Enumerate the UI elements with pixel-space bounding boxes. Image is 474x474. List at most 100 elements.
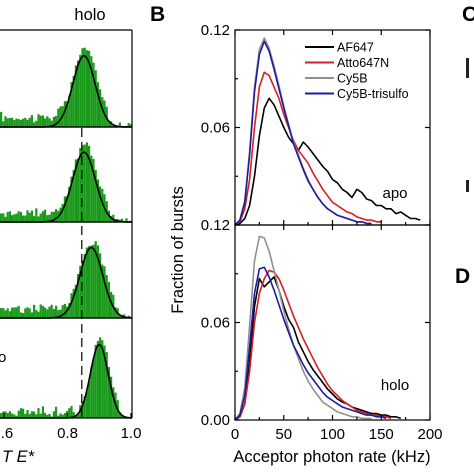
- histogram-bar: [30, 210, 33, 222]
- histogram-bar: [44, 307, 47, 318]
- histogram-bar: [39, 413, 42, 418]
- histogram-bar: [4, 310, 7, 318]
- histogram-bar: [101, 188, 104, 222]
- y-tick-label-holo: 0.06: [201, 315, 230, 332]
- histogram-bar: [46, 215, 49, 222]
- histogram-bar: [125, 218, 128, 222]
- panel-a-x-axis-label: T E*: [2, 448, 35, 466]
- x-tick-label: 100: [320, 426, 345, 443]
- histogram-bar: [70, 293, 73, 318]
- histogram-bar: [26, 210, 29, 222]
- histogram-bar: [127, 315, 130, 318]
- histogram-bar: [110, 216, 113, 222]
- histogram-bar: [88, 145, 91, 222]
- histogram-bar: [68, 186, 71, 222]
- histogram-bar: [101, 340, 104, 418]
- histogram-bar: [28, 212, 31, 222]
- histogram-bar: [74, 284, 77, 318]
- histogram-bar: [94, 241, 97, 318]
- histogram-bar: [85, 390, 88, 418]
- histogram-bar: [52, 116, 55, 127]
- histogram-bar: [94, 344, 97, 418]
- histogram-bar: [50, 304, 53, 318]
- histogram-bar: [77, 273, 80, 318]
- histogram-bar: [63, 303, 66, 318]
- panel-a-subplots: [0, 29, 133, 419]
- histogram-bar: [70, 82, 73, 127]
- histogram-bar: [39, 213, 42, 222]
- histogram-bar: [57, 108, 60, 127]
- histogram-bar: [46, 309, 49, 318]
- histogram-bar: [11, 215, 14, 222]
- histogram-bar: [59, 309, 62, 318]
- y-tick-label-apo: 0.12: [201, 22, 230, 39]
- histogram-bar: [11, 307, 14, 318]
- histogram-bar: [0, 308, 3, 318]
- histogram-bar: [35, 310, 38, 318]
- series-line-holo-atto647n: [234, 269, 392, 421]
- x-tick-label: 50: [275, 426, 292, 443]
- chart-holo: 0.12 0.06 0.000 50 100 150 200 holo: [201, 217, 443, 443]
- annotation-apo: apo: [382, 185, 407, 202]
- histogram-bar: [26, 307, 29, 318]
- annotation-holo: holo: [381, 377, 409, 394]
- panel-a-partial-label: o: [0, 349, 6, 366]
- histogram-bar: [88, 50, 91, 127]
- histogram-bar: [92, 244, 95, 318]
- histogram-bar: [96, 340, 99, 418]
- histogram-bar: [37, 408, 40, 418]
- histogram-bar: [114, 307, 117, 318]
- histogram-bar: [55, 406, 58, 418]
- histogram-bar: [94, 170, 97, 222]
- histogram-bar: [63, 413, 66, 418]
- histogram-bar: [26, 410, 29, 418]
- histogram-bar: [22, 313, 25, 318]
- series-line-apo-atto647n: [234, 71, 382, 226]
- panel-a-histograms: holo .6 0.8 1.0 T E* o: [0, 6, 141, 466]
- series-line-holo-cy5b: [234, 235, 372, 421]
- legend-label: AF647: [337, 41, 374, 55]
- histogram-bar: [57, 415, 60, 418]
- histogram-bar: [35, 414, 38, 418]
- histogram-bar: [48, 413, 51, 418]
- histogram-bar: [52, 308, 55, 318]
- histogram-bar: [88, 381, 91, 418]
- histogram-bar: [48, 214, 51, 222]
- histogram-bar: [63, 196, 66, 222]
- legend-label: Cy5B: [337, 72, 368, 86]
- histogram-bar: [6, 308, 9, 318]
- x-tick-label: 150: [369, 426, 394, 443]
- histogram-bar: [39, 304, 42, 318]
- histogram-bar: [30, 312, 33, 318]
- histogram-bar: [0, 111, 3, 127]
- legend-label: Cy5B-trisulfo: [337, 87, 409, 101]
- series-line-apo-cy5b-trisulfo: [234, 40, 372, 226]
- legend-label: Atto647N: [337, 56, 389, 70]
- histogram-bar: [37, 311, 40, 318]
- histogram-bar: [19, 212, 22, 222]
- x-tick-label: 0: [231, 426, 239, 443]
- histogram-bar: [28, 308, 31, 318]
- histogram-bar: [13, 307, 16, 318]
- histogram-bar: [118, 314, 121, 318]
- histogram-bar: [33, 122, 36, 127]
- histogram-bar: [68, 408, 71, 418]
- histogram-bar: [61, 203, 64, 222]
- histogram-bar: [13, 214, 16, 222]
- histogram-bar: [55, 305, 58, 318]
- histogram-bar: [13, 119, 16, 127]
- histogram-bar: [92, 358, 95, 418]
- histogram-bar: [35, 208, 38, 222]
- histogram-bar: [44, 209, 47, 222]
- histogram-bar: [92, 62, 95, 128]
- histogram-bar: [2, 411, 5, 418]
- histogram-bar: [57, 310, 60, 318]
- histogram-bar: [81, 260, 84, 318]
- panel-a-x-tick-label: 0.8: [57, 425, 78, 442]
- histogram-bar: [2, 307, 5, 318]
- histogram-bar: [41, 406, 44, 418]
- histogram-bar: [6, 212, 9, 222]
- histogram-bar: [83, 47, 86, 127]
